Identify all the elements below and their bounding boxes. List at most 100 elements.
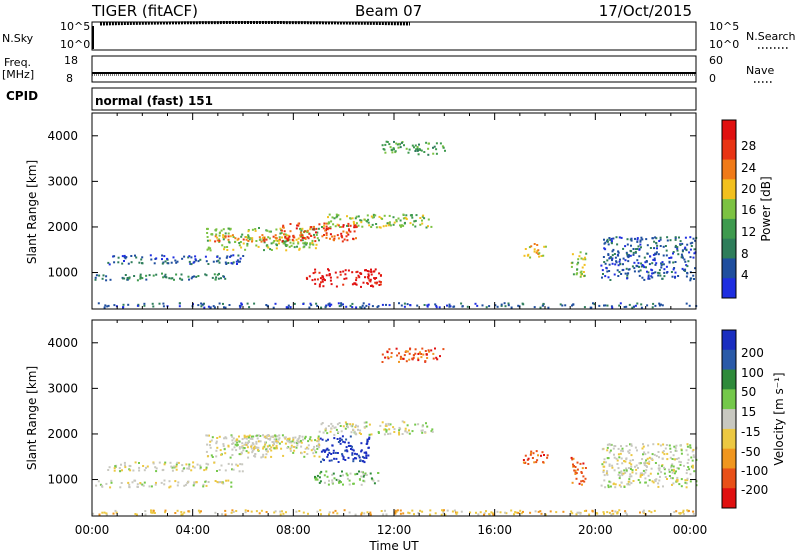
power-cell	[690, 245, 693, 247]
power-cell	[236, 263, 238, 265]
velocity-cell	[360, 513, 363, 516]
velocity-cell	[322, 431, 325, 434]
velocity-cell	[173, 465, 176, 468]
power-cell	[287, 306, 290, 309]
velocity-cell	[134, 513, 137, 515]
velocity-cell	[527, 463, 530, 465]
power-cell	[419, 223, 422, 226]
power-cell	[611, 259, 613, 262]
power-cell	[666, 239, 669, 242]
power-cell	[628, 303, 631, 306]
power-cell	[148, 274, 151, 277]
power-cell	[251, 240, 253, 243]
power-cell	[122, 303, 125, 306]
velocity-cell	[580, 472, 583, 474]
power-cell	[105, 279, 108, 282]
velocity-cell	[318, 444, 321, 446]
velocity-cell	[115, 511, 118, 514]
velocity-cell	[197, 509, 200, 512]
power-cell	[237, 237, 240, 240]
power-cell	[343, 277, 346, 280]
power-cell	[262, 238, 265, 241]
velocity-cell	[92, 512, 95, 515]
velocity-cell	[362, 471, 364, 474]
velocity-cell	[135, 513, 138, 516]
velocity-cell	[524, 461, 527, 464]
velocity-cell	[316, 444, 319, 447]
power-cell	[216, 236, 219, 239]
power-cell	[366, 220, 369, 223]
power-cell	[337, 214, 340, 217]
velocity-cell	[254, 453, 257, 455]
velocity-cell	[299, 439, 302, 442]
velocity-cell	[250, 447, 253, 450]
power-cell	[223, 306, 225, 309]
power-cell	[162, 302, 165, 305]
velocity-cell	[581, 483, 583, 486]
power-cell	[94, 278, 97, 281]
power-cell	[570, 265, 573, 268]
velocity-cell	[224, 513, 227, 516]
power-cell	[232, 254, 235, 257]
power-cell	[248, 237, 251, 240]
velocity-cell	[673, 511, 676, 514]
power-cell	[399, 224, 401, 227]
power-cell	[684, 268, 687, 271]
velocity-cell	[342, 440, 345, 443]
velocity-cell	[264, 441, 267, 444]
velocity-cell	[393, 428, 396, 431]
power-cell	[240, 302, 243, 305]
velocity-cell	[175, 468, 178, 471]
power-cell	[244, 248, 247, 251]
power-cell	[299, 231, 302, 234]
velocity-cell	[220, 464, 223, 467]
velocity-cell	[246, 444, 249, 446]
velocity-cell	[341, 454, 344, 457]
velocity-cell	[220, 453, 223, 456]
velocity-cell	[175, 465, 178, 468]
velocity-cell	[317, 435, 320, 438]
power-cell	[689, 236, 692, 239]
power-cell	[161, 258, 163, 261]
power-cell	[617, 264, 620, 267]
velocity-cell	[644, 471, 647, 474]
velocity-cell	[284, 436, 287, 439]
velocity-ytick-2000: 2000	[47, 427, 78, 441]
power-cell	[388, 143, 391, 146]
power-cell	[615, 261, 618, 264]
power-cell	[676, 247, 679, 250]
power-cell	[274, 234, 277, 237]
velocity-cell	[520, 512, 523, 515]
velocity-cell	[421, 429, 424, 432]
velocity-cell	[330, 459, 333, 462]
power-cell	[603, 242, 606, 245]
velocity-cell	[648, 510, 651, 513]
velocity-cell	[208, 434, 210, 437]
velocity-cell	[366, 440, 369, 443]
velocity-cell	[398, 360, 400, 363]
power-cell	[523, 254, 526, 257]
velocity-cell	[144, 510, 147, 513]
power-cell	[689, 277, 692, 280]
power-cell	[178, 305, 181, 308]
velocity-cell	[341, 453, 344, 456]
velocity-cell	[639, 472, 642, 475]
velocity-cell	[675, 450, 678, 452]
power-cell	[339, 218, 342, 221]
velocity-cell	[265, 448, 268, 451]
velocity-cell	[613, 445, 616, 447]
velocity-cell	[248, 441, 251, 443]
power-cell	[284, 235, 287, 238]
velocity-cell	[669, 451, 672, 453]
power-cell	[381, 217, 384, 220]
power-cell	[109, 278, 112, 281]
velocity-cell	[248, 434, 251, 437]
power-cell	[174, 259, 177, 262]
velocity-cell	[601, 463, 604, 466]
velocity-cell	[351, 452, 354, 455]
power-cell	[363, 306, 366, 309]
velocity-cell	[333, 433, 336, 436]
power-cell	[654, 271, 657, 274]
power-cell	[195, 275, 198, 278]
power-cell	[547, 306, 550, 309]
